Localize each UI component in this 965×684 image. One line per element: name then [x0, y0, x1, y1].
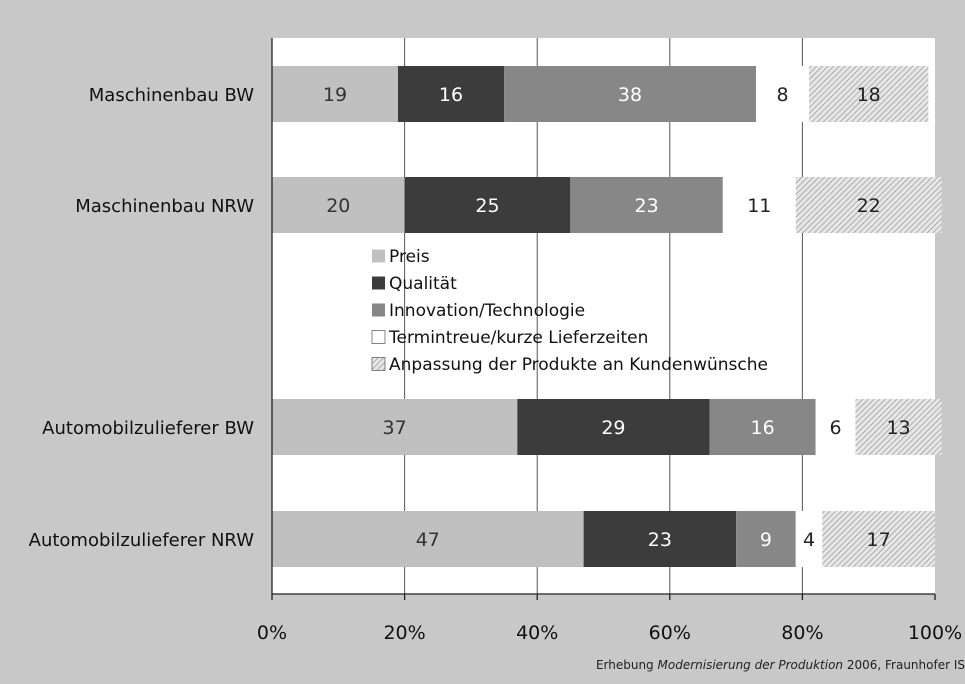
- data-label: 4: [803, 529, 815, 551]
- bar-segment: [795, 511, 823, 567]
- x-tick-label: 100%: [908, 622, 962, 644]
- data-label: 47: [416, 529, 440, 551]
- x-tick-label: 20%: [383, 622, 425, 644]
- bar-segment: [504, 66, 756, 122]
- data-label: 29: [601, 417, 625, 439]
- bar-segment: [795, 177, 942, 233]
- data-label: 19: [323, 84, 347, 106]
- bar-segment: [855, 399, 942, 455]
- category-label: Automobilzulieferer NRW: [29, 530, 255, 551]
- bar-segment: [815, 399, 856, 455]
- legend-label: Innovation/Technologie: [389, 301, 585, 321]
- x-tick-label: 40%: [516, 622, 558, 644]
- data-label: 23: [648, 529, 672, 551]
- bar-segment: [709, 399, 816, 455]
- source-suffix: 2006, Fraunhofer IS: [843, 658, 965, 672]
- data-label: 8: [776, 84, 788, 106]
- data-label: 25: [475, 195, 499, 217]
- data-label: 37: [383, 417, 407, 439]
- data-label: 11: [747, 195, 771, 217]
- bar-segment: [397, 66, 505, 122]
- legend: Preis Qualität Innovation/Technologie Termi…: [371, 247, 768, 375]
- x-tick-label: 60%: [649, 622, 691, 644]
- data-label: 18: [857, 84, 881, 106]
- bar-segment: [272, 399, 518, 455]
- legend-swatch: [371, 357, 386, 371]
- category-label: Maschinenbau BW: [89, 85, 254, 106]
- category-label: Automobilzulieferer BW: [42, 418, 254, 439]
- bar-segment: [272, 511, 584, 567]
- bar-segment: [822, 511, 935, 567]
- legend-swatch: [372, 249, 385, 263]
- bar-segment: [404, 177, 571, 233]
- bars: 19 16 38 8 18 20 25 23 11 22 37 29 16 6 13 47 23 9 4 17: [272, 66, 942, 567]
- bar-segment: [736, 511, 796, 567]
- bar-segment: [755, 66, 810, 122]
- bar-segment: [583, 511, 737, 567]
- data-label: 6: [830, 417, 842, 439]
- legend-swatch: [371, 330, 386, 344]
- data-label: 38: [618, 84, 642, 106]
- legend-swatch: [372, 276, 385, 290]
- x-tick-label: 80%: [781, 622, 823, 644]
- legend-swatch: [372, 303, 385, 317]
- data-label: 20: [326, 195, 350, 217]
- data-label: 13: [886, 417, 910, 439]
- axes: Maschinenbau BW Maschinenbau NRW Automobil…: [29, 38, 962, 644]
- data-label: 9: [760, 529, 772, 551]
- bar-segment: [570, 177, 723, 233]
- data-label: 16: [751, 417, 775, 439]
- source-prefix: Erhebung: [595, 658, 658, 672]
- legend-label: Anpassung der Produkte an Kundenwünsche: [389, 355, 768, 375]
- legend-label: Termintreue/kurze Lieferzeiten: [388, 328, 648, 348]
- legend-label: Preis: [389, 247, 430, 267]
- source-title: Modernisierung der Produktion: [657, 658, 844, 672]
- data-label: 23: [635, 195, 659, 217]
- data-label: 22: [857, 195, 881, 217]
- legend-label: Qualität: [389, 274, 457, 294]
- x-tick-label: 0%: [257, 622, 287, 644]
- bar-segment: [809, 66, 929, 122]
- bar-segment: [272, 66, 398, 122]
- data-label: 16: [439, 84, 463, 106]
- bar-segment: [272, 177, 405, 233]
- gridlines: [404, 38, 803, 594]
- bar-segment: [517, 399, 710, 455]
- bar-segment: [722, 177, 796, 233]
- category-label: Maschinenbau NRW: [75, 196, 254, 217]
- data-label: 17: [867, 529, 891, 551]
- source-note: Erhebung Modernisierung der Produktion 2…: [596, 658, 965, 672]
